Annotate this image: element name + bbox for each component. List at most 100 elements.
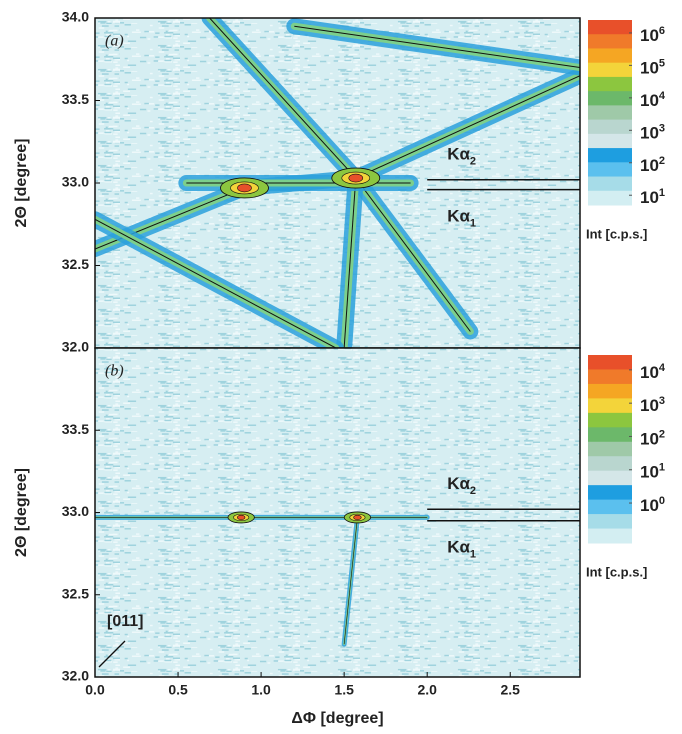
streak [343,517,358,645]
colorbar-band [588,133,632,149]
y-axis-label: 2Θ [degree] [13,468,30,557]
colorbar-band [588,355,632,370]
x-tick-label: 0.5 [168,682,188,698]
colorbar-band [588,514,632,530]
colorbar-band [588,91,632,106]
colorbar-tick-label: 104 [640,362,666,383]
x-tick-label: 2.5 [501,682,521,698]
colorbar-band [588,62,632,78]
k-alpha-label: Kα2 [447,145,476,167]
colorbar-tick-base: 10 [640,497,659,516]
colorbar-tick-base: 10 [640,59,659,78]
colorbar-tick-base: 10 [640,397,659,416]
streak [343,178,357,348]
colorbar-tick-label: 101 [640,462,665,483]
y-tick-label: 34.0 [62,9,89,25]
colorbar-tick-base: 10 [640,156,659,175]
colorbar-tick-label: 104 [640,90,666,111]
y-tick-label: 32.0 [62,339,89,355]
y-tick-label: 32.0 [62,668,89,684]
colorbar-band [588,105,632,121]
k-alpha-label: Kα1 [447,538,476,560]
colorbar-tick-label: 102 [640,155,665,176]
colorbar-tick-base: 10 [640,189,659,208]
y-tick-label: 33.0 [62,174,89,190]
colorbar-band [588,176,632,192]
colorbar-tick-exponent: 4 [659,362,666,374]
y-tick-label: 33.0 [62,503,89,519]
annotation-line [98,640,126,668]
k-alpha-text: Kα [447,538,470,557]
colorbar-tick-label: 101 [640,187,665,208]
colorbar-tick-base: 10 [640,363,659,382]
colorbar-tick-exponent: 4 [659,90,666,102]
colorbar-band [588,398,632,414]
colorbar-tick-exponent: 2 [659,155,665,167]
x-tick-label: 0.0 [85,682,105,698]
colorbar-tick-base: 10 [640,430,659,449]
colorbar-band [588,20,632,35]
colorbar-band [588,148,632,163]
x-axis-label: ΔΦ [degree] [291,710,383,727]
colorbar-title: Int [c.p.s.] [586,564,647,579]
k-alpha-text: Kα [447,475,470,494]
colorbar-band [588,34,632,49]
plot-area [95,18,580,348]
x-tick-label: 1.0 [251,682,271,698]
y-tick-label: 33.5 [62,421,89,437]
streak [294,25,580,68]
y-axis-label: 2Θ [degree] [13,139,30,228]
colorbar-band [588,528,632,544]
y-tick-label: 32.5 [62,585,89,601]
colorbar-title: Int [c.p.s.] [586,226,647,241]
colorbar-tick-label: 103 [640,122,665,143]
colorbar-tick-label: 106 [640,25,665,46]
annotation: [011] [107,613,143,630]
colorbar-band [588,441,632,457]
colorbar-tick-base: 10 [640,91,659,110]
k-alpha-sub: 1 [470,218,476,230]
colorbar-band [588,162,632,178]
colorbar-band [588,76,632,92]
colorbar-tick-exponent: 2 [659,428,665,440]
colorbar-band [588,499,632,515]
panel-label: (a) [105,33,124,50]
peak [353,514,362,520]
streak [95,218,337,348]
colorbar-tick-label: 105 [640,57,665,78]
colorbar-tick-exponent: 3 [659,122,665,134]
k-alpha-sub: 2 [470,485,476,497]
colorbar-tick-base: 10 [640,463,659,482]
colorbar-band [588,485,632,501]
panel-label: (b) [105,363,124,380]
k-alpha-sub: 2 [470,156,476,168]
colorbar-tick-base: 10 [640,124,659,143]
y-tick-label: 32.5 [62,256,89,272]
k-alpha-text: Kα [447,145,470,164]
peak [237,514,246,520]
colorbar-tick-label: 103 [640,395,665,416]
colorbar-tick-base: 10 [640,26,659,45]
colorbar-tick-exponent: 5 [659,57,665,69]
colorbar-tick-exponent: 6 [659,25,665,37]
colorbar-tick-exponent: 3 [659,395,665,407]
k-alpha-label: Kα2 [447,475,476,497]
colorbar-band [588,48,632,64]
x-tick-label: 2.0 [417,682,437,698]
k-alpha-text: Kα [447,207,470,226]
colorbar-tick-exponent: 1 [659,462,665,474]
k-alpha-label: Kα1 [447,207,476,229]
colorbar-band [588,383,632,399]
colorbar-band [588,190,632,206]
k-alpha-sub: 1 [470,549,476,561]
colorbar-tick-label: 100 [640,495,665,516]
colorbar-band [588,427,632,443]
plot-area [95,511,430,647]
colorbar-band [588,412,632,428]
colorbar-band [588,119,632,135]
colorbar-band [588,456,632,472]
plot-background [95,348,580,677]
